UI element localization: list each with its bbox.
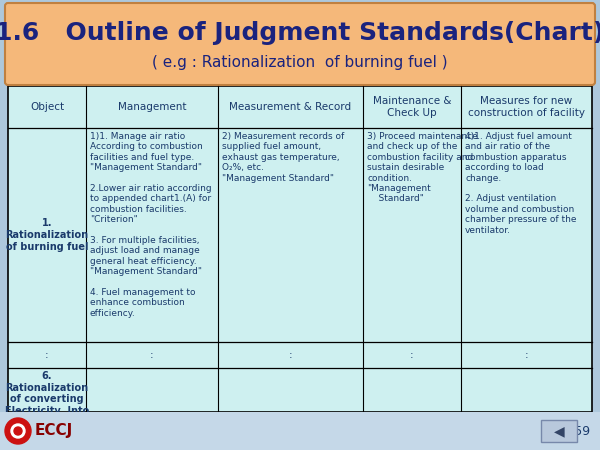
- Text: :: :: [410, 350, 414, 360]
- Text: ECCJ: ECCJ: [35, 423, 73, 438]
- Text: :: :: [150, 350, 154, 360]
- Bar: [0, 412, 600, 450]
- Text: :: :: [524, 350, 529, 360]
- Text: Measurement & Record: Measurement & Record: [229, 102, 352, 112]
- Text: 8/59: 8/59: [562, 424, 590, 437]
- Text: 2) Measurement records of
supplied fuel amount,
exhaust gas temperature,
O₂%, et: 2) Measurement records of supplied fuel …: [222, 132, 344, 183]
- Bar: [541, 420, 577, 442]
- Text: ◀: ◀: [554, 424, 565, 438]
- Text: :: :: [45, 350, 49, 360]
- Text: Management: Management: [118, 102, 186, 112]
- Text: 6.
Rationalization
of converting
Electricity  Into
power, heat etc: 6. Rationalization of converting Electri…: [4, 371, 89, 427]
- Text: Maintenance &
Check Up: Maintenance & Check Up: [373, 96, 451, 118]
- Bar: [8, 86, 592, 412]
- Circle shape: [11, 424, 25, 438]
- Text: 1)1. Manage air ratio
According to combustion
facilities and fuel type.
"Managem: 1)1. Manage air ratio According to combu…: [90, 132, 212, 318]
- Text: 4)1. Adjust fuel amount
and air ratio of the
combustion apparatus
according to l: 4)1. Adjust fuel amount and air ratio of…: [465, 132, 577, 234]
- Text: 1.6   Outline of Judgment Standards(Chart): 1.6 Outline of Judgment Standards(Chart): [0, 21, 600, 45]
- Text: Measures for new
construction of facility: Measures for new construction of facilit…: [468, 96, 585, 118]
- Circle shape: [5, 418, 31, 444]
- Text: ( e.g : Rationalization  of burning fuel ): ( e.g : Rationalization of burning fuel …: [152, 55, 448, 71]
- Text: 1.
Rationalization
of burning fuel: 1. Rationalization of burning fuel: [5, 218, 89, 252]
- FancyBboxPatch shape: [5, 3, 595, 85]
- Text: :: :: [289, 350, 292, 360]
- Text: Object: Object: [30, 102, 64, 112]
- Text: 3) Proceed maintenance
and check up of the
combustion facility and
sustain desir: 3) Proceed maintenance and check up of t…: [367, 132, 478, 203]
- Circle shape: [14, 427, 22, 435]
